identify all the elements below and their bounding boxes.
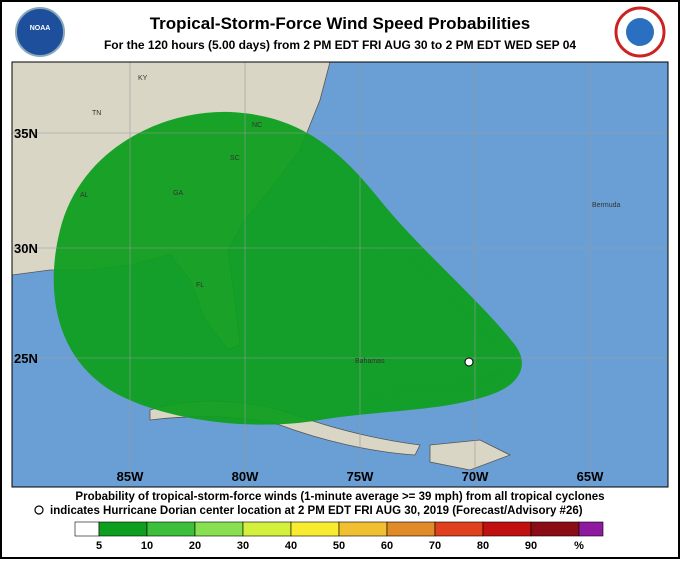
legend-label: % bbox=[574, 540, 584, 552]
legend-swatch bbox=[242, 521, 292, 537]
grid-lines bbox=[12, 62, 668, 487]
storm-center bbox=[464, 357, 474, 367]
probability-swath bbox=[53, 111, 522, 425]
legend-label: 10 bbox=[141, 540, 153, 552]
place-label: Bermuda bbox=[592, 202, 621, 209]
legend-label: 20 bbox=[189, 540, 201, 552]
place-label: GA bbox=[173, 190, 183, 197]
center-icon bbox=[34, 505, 44, 515]
legend-label: 5 bbox=[96, 540, 102, 552]
latitude-label: 35N bbox=[14, 126, 38, 141]
legend-label: 80 bbox=[477, 540, 489, 552]
longitude-label: 75W bbox=[347, 469, 374, 484]
legend-swatch bbox=[578, 521, 604, 537]
place-label: KY bbox=[138, 75, 148, 82]
legend-swatch bbox=[98, 521, 148, 537]
title: Tropical-Storm-Force Wind Speed Probabil… bbox=[150, 14, 531, 33]
legend-swatch bbox=[146, 521, 196, 537]
place-label: NC bbox=[252, 122, 262, 129]
footer-line-2: indicates Hurricane Dorian center locati… bbox=[50, 505, 583, 517]
legend-label: 70 bbox=[429, 540, 441, 552]
legend-label: 50 bbox=[333, 540, 345, 552]
legend-swatch bbox=[434, 521, 484, 537]
longitude-label: 80W bbox=[232, 469, 259, 484]
place-label: SC bbox=[230, 155, 240, 162]
legend-swatch bbox=[194, 521, 244, 537]
footer-line-1: Probability of tropical-storm-force wind… bbox=[75, 491, 604, 503]
nws-logo-inner bbox=[626, 18, 654, 46]
latitude-label: 30N bbox=[14, 241, 38, 256]
place-label: Bahamas bbox=[355, 358, 385, 365]
place-label: TN bbox=[92, 110, 101, 117]
latitude-label: 25N bbox=[14, 351, 38, 366]
latitude-labels: 35N 30N 25N bbox=[14, 126, 38, 366]
longitude-label: 85W bbox=[117, 469, 144, 484]
legend-swatch bbox=[482, 521, 532, 537]
subtitle: For the 120 hours (5.00 days) from 2 PM … bbox=[104, 38, 576, 52]
place-label: FL bbox=[196, 282, 204, 289]
noaa-logo-text: NOAA bbox=[30, 25, 51, 32]
legend-label: 60 bbox=[381, 540, 393, 552]
legend-swatch bbox=[290, 521, 340, 537]
legend-swatch bbox=[74, 521, 100, 537]
legend-label: 30 bbox=[237, 540, 249, 552]
longitude-label: 70W bbox=[462, 469, 489, 484]
legend-swatch bbox=[338, 521, 388, 537]
map-border bbox=[11, 61, 669, 488]
place-labels: KY TN NC SC GA AL FL Bermuda Bahamas bbox=[80, 75, 621, 365]
longitude-label: 65W bbox=[577, 469, 604, 484]
longitude-labels: 85W 80W 75W 70W 65W bbox=[117, 469, 604, 484]
legend-label: 40 bbox=[285, 540, 297, 552]
map-area: KY TN NC SC GA AL FL Bermuda Bahamas 35N… bbox=[12, 62, 668, 487]
land-hispaniola bbox=[429, 439, 511, 471]
legend-label: 90 bbox=[525, 540, 537, 552]
legend-swatch bbox=[530, 521, 580, 537]
place-label: AL bbox=[80, 192, 89, 199]
noaa-logo bbox=[15, 7, 65, 57]
legend-swatch bbox=[386, 521, 436, 537]
legend: 5 10 20 30 40 50 60 70 80 90% bbox=[74, 521, 604, 552]
